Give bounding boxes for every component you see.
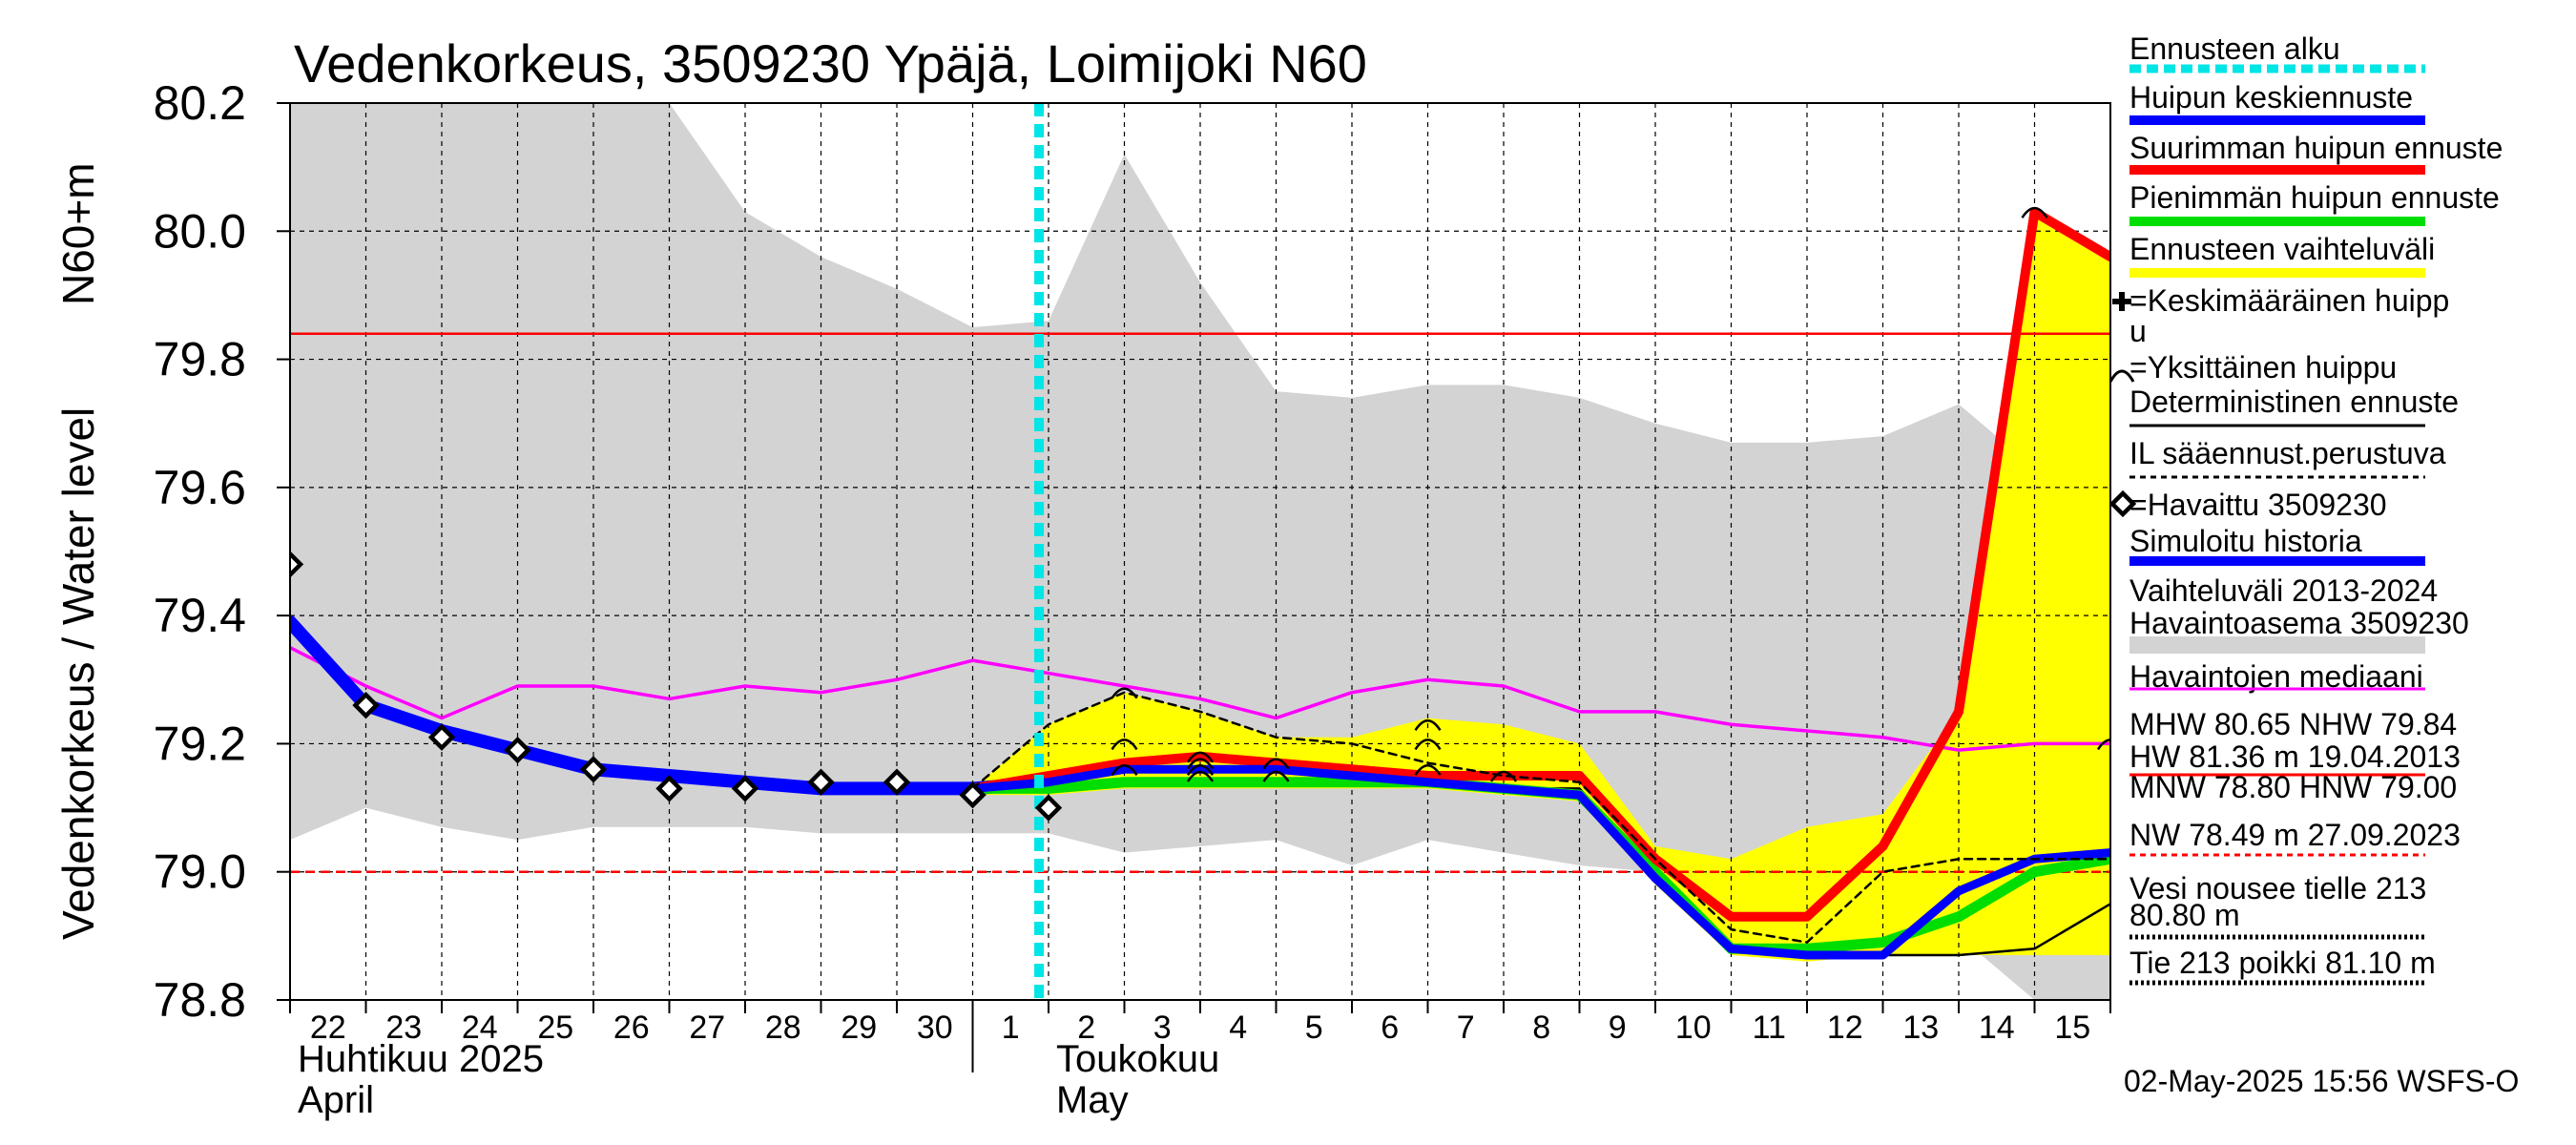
- y-tick-label: 79.4: [154, 589, 246, 642]
- y-tick-label: 80.0: [154, 204, 246, 258]
- legend-diamond-symbol: [2109, 489, 2137, 518]
- peak-marker: [1489, 770, 1518, 782]
- x-tick-label: 27: [689, 1010, 725, 1046]
- y-tick-label: 79.0: [154, 845, 246, 899]
- legend-label: MHW 80.65 NHW 79.84: [2129, 707, 2457, 741]
- x-tick-label: 29: [841, 1010, 877, 1046]
- legend-label: Ennusteen vaihteluväli: [2129, 232, 2435, 266]
- y-axis-unit: N60+m: [53, 162, 103, 305]
- legend-label: Vaihteluväli 2013-2024: [2129, 573, 2438, 608]
- mean-peak-forecast-line: [968, 764, 2110, 960]
- legend-label-line2: u: [2129, 314, 2147, 348]
- legend-label-line2: HW 81.36 m 19.04.2013: [2129, 739, 2461, 774]
- x-tick-label: 14: [1979, 1010, 2015, 1046]
- legend-arc-symbol: [2109, 369, 2135, 383]
- observed-point: [427, 723, 456, 751]
- legend-label: Deterministinen ennuste: [2129, 385, 2459, 419]
- x-tick-label: 11: [1753, 1010, 1786, 1046]
- legend-label: =Yksittäinen huippu: [2129, 350, 2397, 385]
- peak-marker: [1414, 764, 1442, 776]
- peak-marker: [2021, 206, 2048, 219]
- observed-point: [1034, 794, 1063, 822]
- x-tick-label: 13: [1902, 1010, 1939, 1046]
- y-axis-label: Vedenkorkeus / Water level: [53, 407, 103, 940]
- y-tick-label: 79.2: [154, 717, 246, 770]
- x-tick-label: 10: [1675, 1010, 1712, 1046]
- legend-label: =Havaittu 3509230: [2129, 488, 2387, 522]
- x-tick-label: 6: [1381, 1010, 1399, 1046]
- legend-label: Tie 213 poikki 81.10 m: [2129, 946, 2436, 980]
- x-tick-label: 22: [310, 1010, 346, 1046]
- legend: Ennusteen alku Huipun keskiennuste Suurimm…: [2109, 31, 2503, 986]
- peak-marker: [1414, 739, 1442, 751]
- observed-point: [807, 768, 835, 796]
- peak-marker: [2096, 739, 2110, 751]
- legend-label: Pienimmän huipun ennuste: [2129, 180, 2500, 215]
- x-tick-label: 24: [462, 1010, 498, 1046]
- peak-marker: [1111, 687, 1138, 699]
- x-tick-label: 5: [1305, 1010, 1323, 1046]
- x-tick-label: 2: [1077, 1010, 1095, 1046]
- observed-point: [731, 775, 759, 802]
- observed-point: [290, 551, 304, 578]
- legend-label: Huipun keskiennuste: [2129, 80, 2413, 114]
- legend-label: =Keskimääräinen huipp: [2129, 283, 2449, 318]
- x-tick-label: 30: [917, 1010, 953, 1046]
- legend-label: Suurimman huipun ennuste: [2129, 131, 2503, 165]
- x-tick-label: 25: [537, 1010, 573, 1046]
- peak-marker: [1186, 758, 1215, 770]
- legend-plus-symbol: [2112, 292, 2131, 311]
- peak-marker: [1414, 719, 1442, 731]
- legend-label: Simuloitu historia: [2129, 524, 2362, 558]
- x-tick-label: 8: [1532, 1010, 1550, 1046]
- max-peak-forecast-line: [967, 207, 2110, 922]
- peak-marker: [1186, 764, 1215, 776]
- x-tick-label: 7: [1457, 1010, 1475, 1046]
- x-tick-label: 23: [385, 1010, 422, 1046]
- month-label-en: May: [1056, 1079, 1129, 1121]
- month-label-en: April: [298, 1079, 374, 1121]
- observed-point: [883, 768, 911, 796]
- y-tick-label: 80.2: [154, 76, 246, 130]
- month-label-fi: Huhtikuu 2025: [298, 1038, 544, 1080]
- peak-marker: [1262, 770, 1290, 782]
- y-tick-label: 79.8: [154, 333, 246, 386]
- peak-marker: [1111, 739, 1138, 751]
- observed-point: [579, 756, 608, 783]
- month-label-fi: Toukokuu: [1056, 1038, 1219, 1080]
- x-tick-label: 4: [1229, 1010, 1247, 1046]
- x-tick-label: 9: [1609, 1010, 1627, 1046]
- peak-marker: [1186, 770, 1215, 782]
- forecast-range-band: [972, 212, 2110, 962]
- footer-timestamp: 02-May-2025 15:56 WSFS-O: [2124, 1064, 2519, 1098]
- axes: 78.879.079.279.479.679.880.080.222 23 24 25…: [154, 76, 2111, 1121]
- legend-label-line2: 80.80 m: [2129, 898, 2240, 932]
- y-tick-label: 79.6: [154, 461, 246, 514]
- observed-point: [352, 691, 380, 719]
- x-tick-label: 12: [1827, 1010, 1863, 1046]
- legend-label: Ennusteen alku: [2129, 31, 2340, 66]
- observed-point: [959, 781, 987, 809]
- x-tick-label: 15: [2054, 1010, 2090, 1046]
- observed-point: [504, 736, 531, 764]
- x-tick-label: 3: [1153, 1010, 1172, 1046]
- peak-marker: [1111, 764, 1138, 776]
- plot-area: [290, 103, 2110, 1000]
- x-tick-label: 1: [1002, 1010, 1020, 1046]
- legend-label-line2: NW 78.49 m 27.09.2023: [2129, 818, 2461, 852]
- x-tick-label: 26: [613, 1010, 650, 1046]
- y-tick-label: 78.8: [154, 973, 246, 1027]
- chart-title: Vedenkorkeus, 3509230 Ypäjä, Loimijoki N…: [294, 33, 1367, 94]
- observed-point: [655, 775, 683, 802]
- weather-forecast-line: [971, 691, 2110, 944]
- legend-label: IL sääennust.perustuva: [2129, 436, 2446, 470]
- x-tick-label: 28: [765, 1010, 801, 1046]
- legend-label-line2: Havaintoasema 3509230: [2129, 606, 2469, 640]
- peak-marker: [1262, 758, 1290, 770]
- legend-label: Vesi nousee tielle 213: [2129, 871, 2426, 906]
- median-line: [290, 645, 2110, 752]
- legend-label: MNW 78.80 HNW 79.00: [2129, 770, 2457, 804]
- peak-marker: [1186, 751, 1215, 763]
